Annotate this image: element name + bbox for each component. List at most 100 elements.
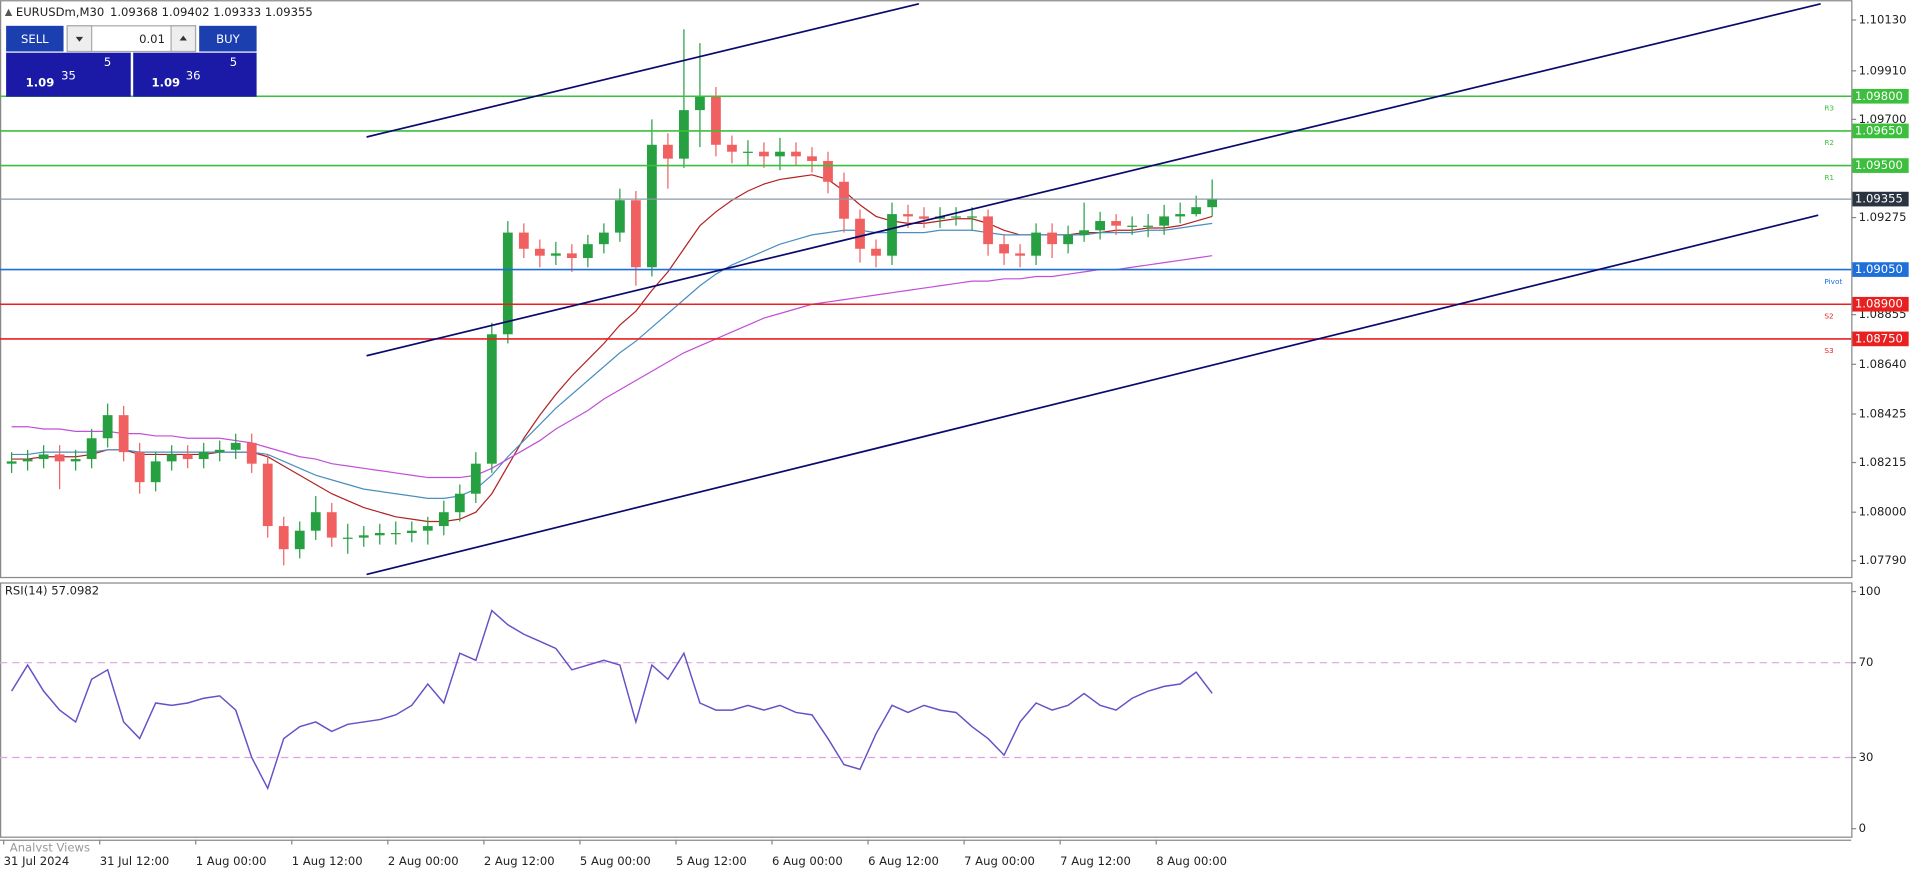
level-price-label: 1.09800 <box>1855 89 1903 103</box>
x-axis-band <box>0 851 1852 874</box>
candle-body <box>518 232 529 249</box>
lot-down[interactable] <box>66 25 93 53</box>
level-price-label: 1.09650 <box>1855 123 1903 137</box>
candle-body <box>663 144 673 159</box>
channel-line <box>366 2 1821 357</box>
x-tick-label: 1 Aug 00:00 <box>196 854 267 868</box>
sell-label: SELL <box>21 32 49 46</box>
bid-box[interactable] <box>6 52 131 97</box>
level-name: S2 <box>1824 311 1833 320</box>
candle-body <box>454 493 465 513</box>
y-tick-label: 1.07790 <box>1859 553 1907 567</box>
y-tick-label: 1.09275 <box>1859 210 1907 224</box>
level-price-label: 1.09500 <box>1855 158 1903 172</box>
ask-main: 36 <box>186 68 201 82</box>
candle-body <box>711 96 721 145</box>
candle-body <box>759 151 769 157</box>
moving-average <box>11 222 1213 499</box>
candle-body <box>86 438 97 460</box>
candle-body <box>615 200 625 233</box>
level-price-label: 1.08900 <box>1855 297 1903 311</box>
candle-body <box>967 216 977 218</box>
candle-body <box>1047 232 1057 245</box>
candle-body <box>550 253 561 256</box>
candle-body <box>647 144 657 268</box>
sell-button[interactable] <box>6 25 64 52</box>
level-name: R1 <box>1824 173 1834 182</box>
candle-body <box>1015 253 1025 256</box>
candle-body <box>695 96 705 111</box>
y-tick-label: 1.08215 <box>1859 455 1907 469</box>
x-tick-label: 2 Aug 00:00 <box>388 854 459 868</box>
candle-body <box>919 216 929 219</box>
y-tick-label: 1.09700 <box>1859 112 1907 126</box>
x-tick-label: 7 Aug 00:00 <box>964 854 1035 868</box>
candle-body <box>791 151 801 157</box>
level-price-box <box>1852 262 1909 277</box>
bid-main: 35 <box>61 68 76 82</box>
rsi-line <box>10 609 1213 791</box>
candle-body <box>182 454 193 460</box>
collapse-icon[interactable] <box>4 8 13 17</box>
candle-body <box>1063 234 1073 245</box>
candle-body <box>855 218 865 249</box>
lot-value: 0.01 <box>139 32 165 46</box>
candle-body <box>823 160 833 182</box>
x-tick-label: 2 Aug 12:00 <box>484 854 555 868</box>
up-arrow <box>179 35 187 41</box>
candle-body <box>134 452 145 483</box>
down-arrow <box>75 36 84 42</box>
ohlc: 1.09368 1.09402 1.09333 1.09355 <box>110 5 313 19</box>
candle-body <box>438 512 449 527</box>
buy-button[interactable] <box>199 25 257 52</box>
x-tick-label: 5 Aug 12:00 <box>676 854 747 868</box>
candle-body <box>1143 225 1154 227</box>
candle-body <box>278 526 289 550</box>
bid-big: 1.09 <box>26 76 55 90</box>
level-name: S3 <box>1824 346 1834 355</box>
x-axis: 31 Jul 2024 31 Jul 12:00 1 Aug 00:00 1 Aug … <box>3 839 1227 868</box>
moving-average <box>11 174 1213 523</box>
candle-body <box>1207 199 1218 208</box>
rsi-panel-border <box>0 582 1853 838</box>
last-price-box <box>1852 191 1909 207</box>
candle-body <box>294 530 305 550</box>
candle-body <box>6 461 17 464</box>
candle-body <box>54 454 65 462</box>
candle-body <box>406 530 417 534</box>
candle-body <box>631 200 641 268</box>
candle-body <box>502 232 513 335</box>
candle-body <box>390 533 401 535</box>
x-tick-label: 31 Jul 2024 <box>4 854 70 868</box>
y-tick-label: 70 <box>1859 655 1874 669</box>
y-tick-label: 1.09910 <box>1859 63 1907 77</box>
candle-body <box>775 151 785 157</box>
candle-body <box>374 533 385 536</box>
candle-body <box>1111 221 1122 226</box>
moving-average <box>11 255 1213 479</box>
x-tick-label: 8 Aug 00:00 <box>1156 854 1227 868</box>
last-price-label: 1.09355 <box>1855 192 1903 206</box>
candle-body <box>118 415 129 453</box>
analyst-views[interactable]: Analyst Views <box>10 841 90 855</box>
level-name: R3 <box>1824 103 1834 112</box>
plot-layer: 1.101301.099101.097001.092751.088551.086… <box>0 12 1909 835</box>
candle-body <box>1031 232 1041 256</box>
ask-box[interactable] <box>133 52 257 97</box>
level-price-label: 1.09050 <box>1855 262 1903 276</box>
candle-body <box>246 442 257 464</box>
level-price-label: 1.08750 <box>1855 331 1903 345</box>
candle-body <box>486 334 497 464</box>
channel-line <box>366 2 920 138</box>
candle-body <box>262 463 273 527</box>
candle-body <box>887 214 897 256</box>
bid-small: 5 <box>104 55 111 69</box>
candle-body <box>679 110 689 159</box>
y-tick-label: 1.08640 <box>1859 357 1907 371</box>
candle-body <box>310 512 321 531</box>
y-tick-label: 1.08425 <box>1859 406 1907 420</box>
y-tick-label: 0 <box>1859 821 1866 835</box>
candle-body <box>326 512 337 538</box>
